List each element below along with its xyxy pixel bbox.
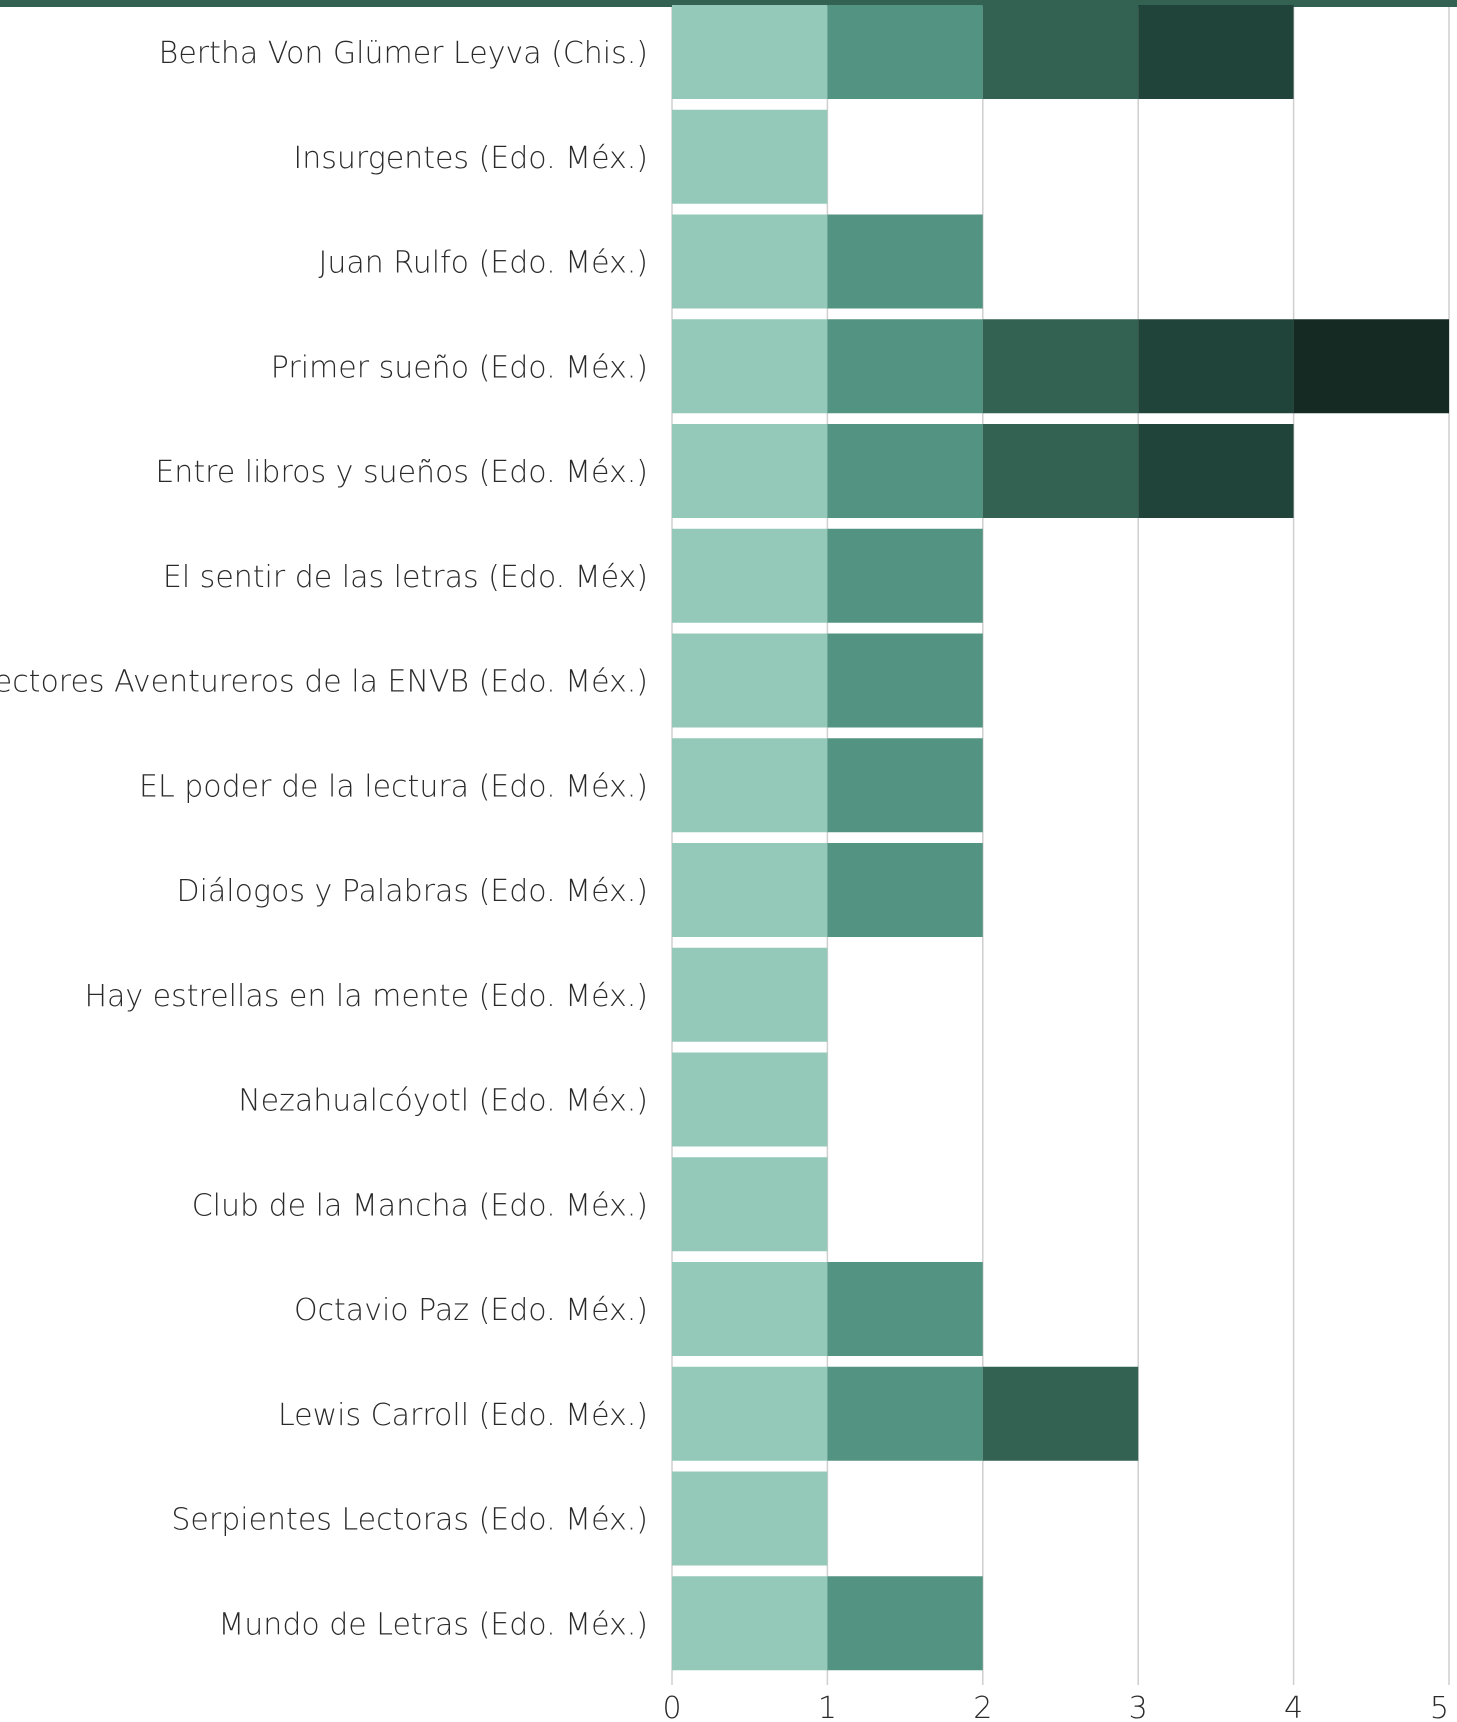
bar-segment [672,109,828,204]
bar-segment [672,214,828,309]
bars [672,5,1449,1671]
bar-segment [672,5,828,99]
bar-segment [672,1157,828,1252]
category-label: Entre libros y sueños (Edo. Méx.) [155,455,648,490]
bar-segment [672,1052,828,1147]
category-label: Octavio Paz (Edo. Méx.) [294,1293,648,1328]
bar-segment [672,843,828,937]
category-labels: Bertha Von Glümer Leyva (Chis.) Insurgent… [0,36,648,1642]
bar-segment [827,528,983,623]
bar-segment [672,424,828,518]
bar-segment [672,1471,828,1566]
x-tick-labels: 0 1 2 3 4 5 [662,1691,1449,1722]
bar [672,947,828,1042]
bar-segment [982,424,1139,518]
bar-segment [672,319,828,414]
category-label: Lectores Aventureros de la ENVB (Edo. Mé… [0,665,648,700]
category-label: Bertha Von Glümer Leyva (Chis.) [159,36,648,71]
category-label: Mundo de Letras (Edo. Méx.) [218,1607,648,1642]
category-label: Primer sueño (Edo. Méx.) [271,350,648,385]
bar [672,1576,983,1671]
bar-segment [827,1366,983,1461]
bar [672,5,1294,99]
bar-segment [827,1262,983,1356]
bar-segment [1138,5,1294,99]
bar [672,843,983,937]
bar [672,1157,828,1252]
bar [672,424,1294,518]
bar [672,1471,828,1566]
x-tick-label: 3 [1129,1691,1148,1722]
bar-segment [827,319,983,414]
category-label: Hay estrellas en la mente (Edo. Méx.) [84,979,648,1014]
bar-segment [982,1366,1139,1461]
bar-segment [672,1262,828,1356]
bar-segment [672,1366,828,1461]
category-label: Insurgentes (Edo. Méx.) [293,141,648,176]
bar [672,1052,828,1147]
bar-segment [672,738,828,833]
bar-segment [1293,319,1449,414]
category-label: Diálogos y Palabras (Edo. Méx.) [176,874,648,909]
bar-segment [1138,319,1294,414]
bar [672,109,828,204]
category-label: Juan Rulfo (Edo. Méx.) [318,246,648,281]
bar-segment [827,633,983,728]
bar-segment [672,528,828,623]
bar [672,214,983,309]
bar-segment [827,214,983,309]
category-label: Serpientes Lectoras (Edo. Méx.) [171,1503,648,1538]
bar-segment [672,1576,828,1671]
x-tick-label: 2 [973,1691,992,1722]
x-tick-label: 1 [818,1691,837,1722]
bar-segment [827,1576,983,1671]
x-tick-label: 5 [1430,1691,1449,1722]
bar-segment [827,843,983,937]
bar [672,738,983,833]
bar-segment [982,5,1139,99]
bar [672,319,1449,414]
category-label: Nezahualcóyotl (Edo. Méx.) [238,1084,648,1119]
x-tick-label: 4 [1284,1691,1303,1722]
category-label: El sentir de las letras (Edo. Méx) [163,560,648,595]
bar [672,528,983,623]
bar-segment [827,5,983,99]
bar-segment [1138,424,1294,518]
bar [672,1262,983,1356]
category-label: Club de la Mancha (Edo. Méx.) [192,1188,648,1223]
bar-segment [827,424,983,518]
header-bar [0,0,1457,7]
bar-segment [827,738,983,833]
category-label: Lewis Carroll (Edo. Méx.) [278,1398,648,1433]
category-label: EL poder de la lectura (Edo. Méx.) [139,769,648,804]
bar [672,1366,1139,1461]
bar-segment [982,319,1139,414]
bar-segment [672,633,828,728]
bar-segment [672,947,828,1042]
bar [672,633,983,728]
x-tick-label: 0 [662,1691,681,1722]
